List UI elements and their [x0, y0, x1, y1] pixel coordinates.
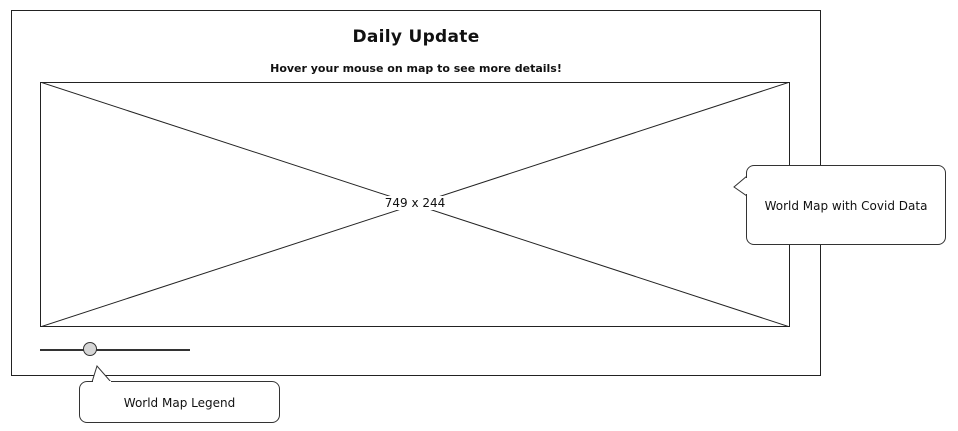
- legend-annotation-text: World Map Legend: [123, 396, 236, 410]
- map-dimensions-label: 749 x 244: [382, 196, 448, 210]
- legend-pointer-join: [93, 381, 111, 383]
- map-annotation-callout: World Map with Covid Data: [746, 165, 946, 245]
- map-annotation-text: World Map with Covid Data: [764, 199, 928, 213]
- map-legend-slider[interactable]: [40, 342, 190, 358]
- page-title: Daily Update: [352, 27, 480, 47]
- slider-handle[interactable]: [83, 342, 97, 356]
- callout-pointer-join: [746, 178, 748, 194]
- page-frame: Daily Update Hover your mouse on map to …: [11, 10, 821, 376]
- page-subtitle: Hover your mouse on map to see more deta…: [270, 62, 562, 75]
- slider-track[interactable]: [40, 349, 190, 351]
- world-map-placeholder[interactable]: 749 x 244: [40, 82, 790, 327]
- legend-annotation-callout: World Map Legend: [79, 381, 280, 423]
